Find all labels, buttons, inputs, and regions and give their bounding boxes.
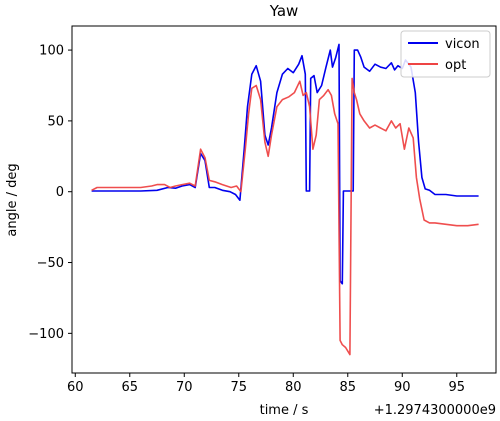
x-axis-ticks: 60 65 70 75 80 85 90 95 (67, 373, 465, 395)
x-tick-label: 90 (394, 380, 411, 395)
x-tick-label: 95 (448, 380, 465, 395)
x-tick-label: 65 (121, 380, 138, 395)
y-tick-label: 100 (39, 44, 64, 59)
chart-title: Yaw (269, 2, 299, 20)
y-axis-label: angle / deg (5, 163, 20, 236)
x-axis-offset: +1.2974300000e9 (374, 403, 496, 418)
x-tick-label: 70 (176, 380, 193, 395)
y-tick-label: 50 (47, 114, 64, 129)
plot-frame (71, 25, 497, 374)
series-line-opt (91, 77, 479, 356)
x-tick-label: 80 (285, 380, 302, 395)
plot-area (91, 43, 479, 356)
legend: vicon opt (400, 30, 491, 78)
x-axis-label: time / s (260, 403, 309, 418)
legend-label-vicon: vicon (445, 37, 480, 52)
legend-label-opt: opt (445, 58, 466, 73)
y-tick-label: −50 (37, 256, 64, 271)
x-tick-label: 75 (230, 380, 247, 395)
series-line-vicon (91, 43, 479, 285)
y-axis-ticks: −100 −50 0 50 100 (28, 44, 72, 342)
y-tick-label: 0 (56, 185, 64, 200)
x-tick-label: 60 (67, 380, 84, 395)
y-tick-label: −100 (28, 327, 64, 342)
x-tick-label: 85 (339, 380, 356, 395)
